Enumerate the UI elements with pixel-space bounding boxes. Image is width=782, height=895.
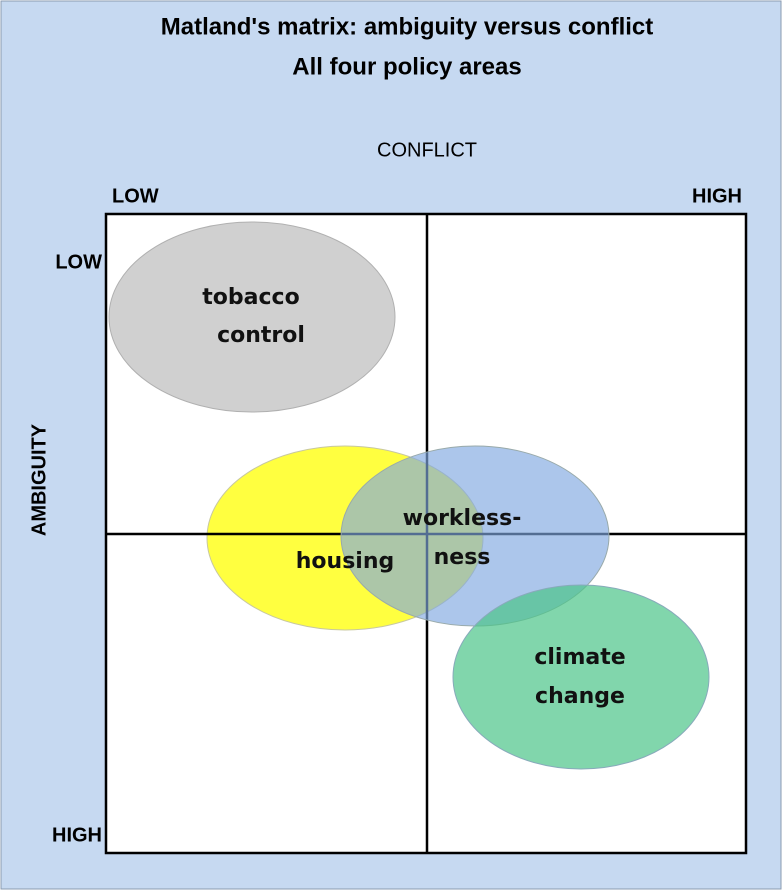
title: Matland's matrix: ambiguity versus confl…	[161, 13, 654, 40]
area-label: housing	[296, 549, 394, 574]
area-label: change	[535, 684, 625, 709]
subtitle: All four policy areas	[292, 53, 521, 80]
area-label: control	[217, 323, 305, 348]
y-low-label: LOW	[55, 251, 102, 273]
area-label: tobacco	[202, 285, 299, 310]
tobacco-ellipse	[108, 221, 396, 413]
x-high-label: HIGH	[692, 185, 742, 207]
area-label: climate	[534, 645, 625, 670]
x-low-label: LOW	[112, 185, 159, 207]
area-label: workless-	[403, 506, 522, 531]
x-axis-label: CONFLICT	[377, 139, 477, 161]
climate-ellipse	[452, 584, 710, 770]
area-label: ness	[434, 545, 491, 570]
y-high-label: HIGH	[52, 824, 102, 846]
y-axis-label: AMBIGUITY	[28, 423, 50, 536]
